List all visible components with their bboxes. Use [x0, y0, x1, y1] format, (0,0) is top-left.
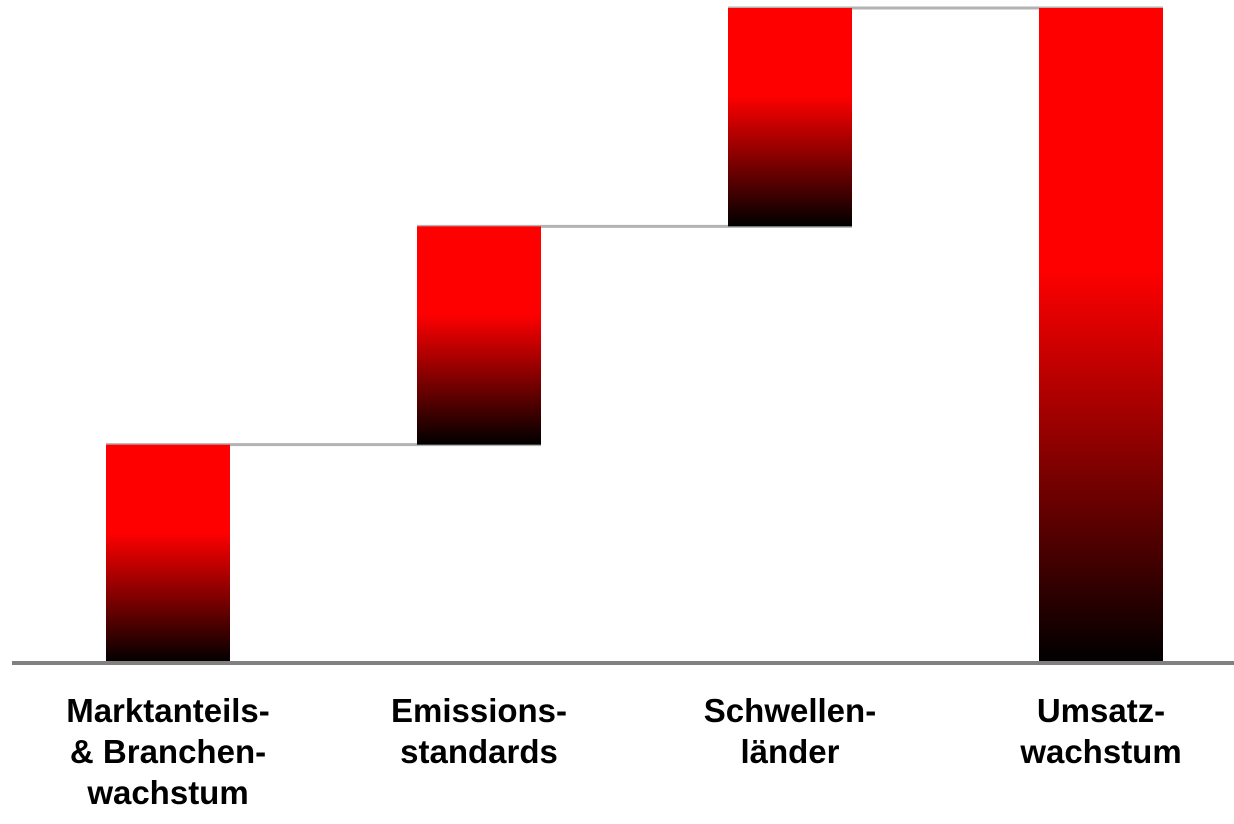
bar-2 [417, 226, 541, 445]
bar-4 [1039, 8, 1163, 663]
bar-1 [106, 444, 230, 663]
category-label-1: Marktanteils- & Branchen- wachstum [66, 692, 270, 811]
bar-3 [728, 8, 852, 227]
bars [106, 8, 1163, 663]
category-label-3: Schwellen- länder [703, 692, 877, 770]
category-label-4: Umsatz- wachstum [1020, 692, 1182, 770]
category-label-2: Emissions- standards [390, 692, 568, 770]
connector-lines [106, 6, 1163, 447]
